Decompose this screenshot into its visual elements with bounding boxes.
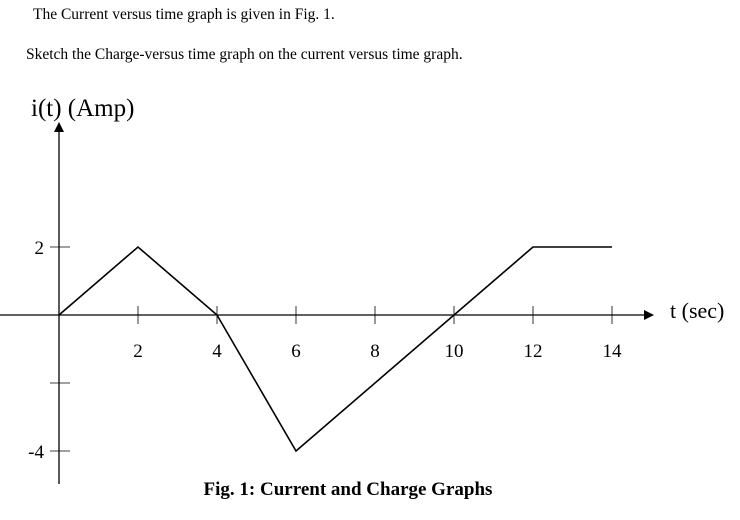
x-tick-label: 12 bbox=[524, 341, 543, 362]
x-tick-label: 10 bbox=[445, 341, 464, 362]
x-tick-label: 14 bbox=[603, 341, 623, 362]
x-axis-label: t (sec) bbox=[670, 298, 724, 323]
intro-text: The Current versus time graph is given i… bbox=[33, 6, 335, 23]
current-series-line bbox=[58, 245, 612, 453]
x-tick-label: 6 bbox=[291, 341, 301, 362]
x-tick-label: 4 bbox=[212, 341, 222, 362]
y-axis-label: i(t) (Amp) bbox=[31, 95, 134, 122]
y-tick-label: -4 bbox=[28, 442, 44, 463]
x-tick-label: 2 bbox=[133, 341, 143, 362]
instruction-text: Sketch the Charge-versus time graph on t… bbox=[26, 46, 463, 63]
y-tick-label: 2 bbox=[35, 238, 45, 259]
x-tick-label: 8 bbox=[370, 341, 380, 362]
figure-caption: Fig. 1: Current and Charge Graphs bbox=[204, 479, 493, 500]
